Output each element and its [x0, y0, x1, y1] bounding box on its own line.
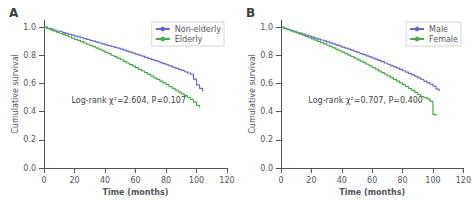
- svg-text:Female: Female: [429, 35, 458, 44]
- svg-text:Non-elderly: Non-elderly: [175, 25, 221, 34]
- svg-text:0.8: 0.8: [23, 51, 36, 60]
- svg-text:0: 0: [278, 176, 283, 185]
- svg-text:Male: Male: [429, 25, 448, 34]
- svg-text:Time (months): Time (months): [339, 188, 405, 197]
- svg-text:Log-rank χ²=0.707, P=0.400: Log-rank χ²=0.707, P=0.400: [308, 96, 423, 105]
- svg-text:20: 20: [306, 176, 316, 185]
- svg-text:0.2: 0.2: [260, 135, 273, 144]
- svg-text:80: 80: [161, 176, 171, 185]
- svg-text:Time (months): Time (months): [103, 188, 169, 197]
- svg-text:B: B: [246, 6, 255, 20]
- svg-text:60: 60: [367, 176, 377, 185]
- svg-text:0.8: 0.8: [260, 51, 273, 60]
- svg-text:60: 60: [130, 176, 140, 185]
- svg-text:100: 100: [189, 176, 204, 185]
- svg-text:100: 100: [425, 176, 440, 185]
- svg-text:0.6: 0.6: [260, 79, 273, 88]
- svg-text:0.6: 0.6: [23, 79, 36, 88]
- svg-text:Log-rank χ²=2.604, P=0.107: Log-rank χ²=2.604, P=0.107: [71, 96, 186, 105]
- svg-text:Cumulative survival: Cumulative survival: [248, 54, 257, 134]
- svg-text:1.0: 1.0: [23, 23, 36, 32]
- svg-text:0: 0: [41, 176, 46, 185]
- svg-text:40: 40: [337, 176, 347, 185]
- svg-text:1.0: 1.0: [260, 23, 273, 32]
- svg-text:Cumulative survival: Cumulative survival: [11, 54, 20, 134]
- svg-text:0.0: 0.0: [260, 164, 273, 173]
- svg-text:40: 40: [100, 176, 110, 185]
- svg-text:0.4: 0.4: [23, 107, 36, 116]
- svg-text:120: 120: [456, 176, 471, 185]
- svg-text:0.0: 0.0: [23, 164, 36, 173]
- svg-text:20: 20: [69, 176, 79, 185]
- svg-text:0.2: 0.2: [23, 135, 36, 144]
- svg-text:120: 120: [219, 176, 234, 185]
- svg-text:A: A: [9, 6, 19, 20]
- svg-text:0.4: 0.4: [260, 107, 273, 116]
- svg-text:Elderly: Elderly: [175, 35, 203, 44]
- svg-text:80: 80: [397, 176, 407, 185]
